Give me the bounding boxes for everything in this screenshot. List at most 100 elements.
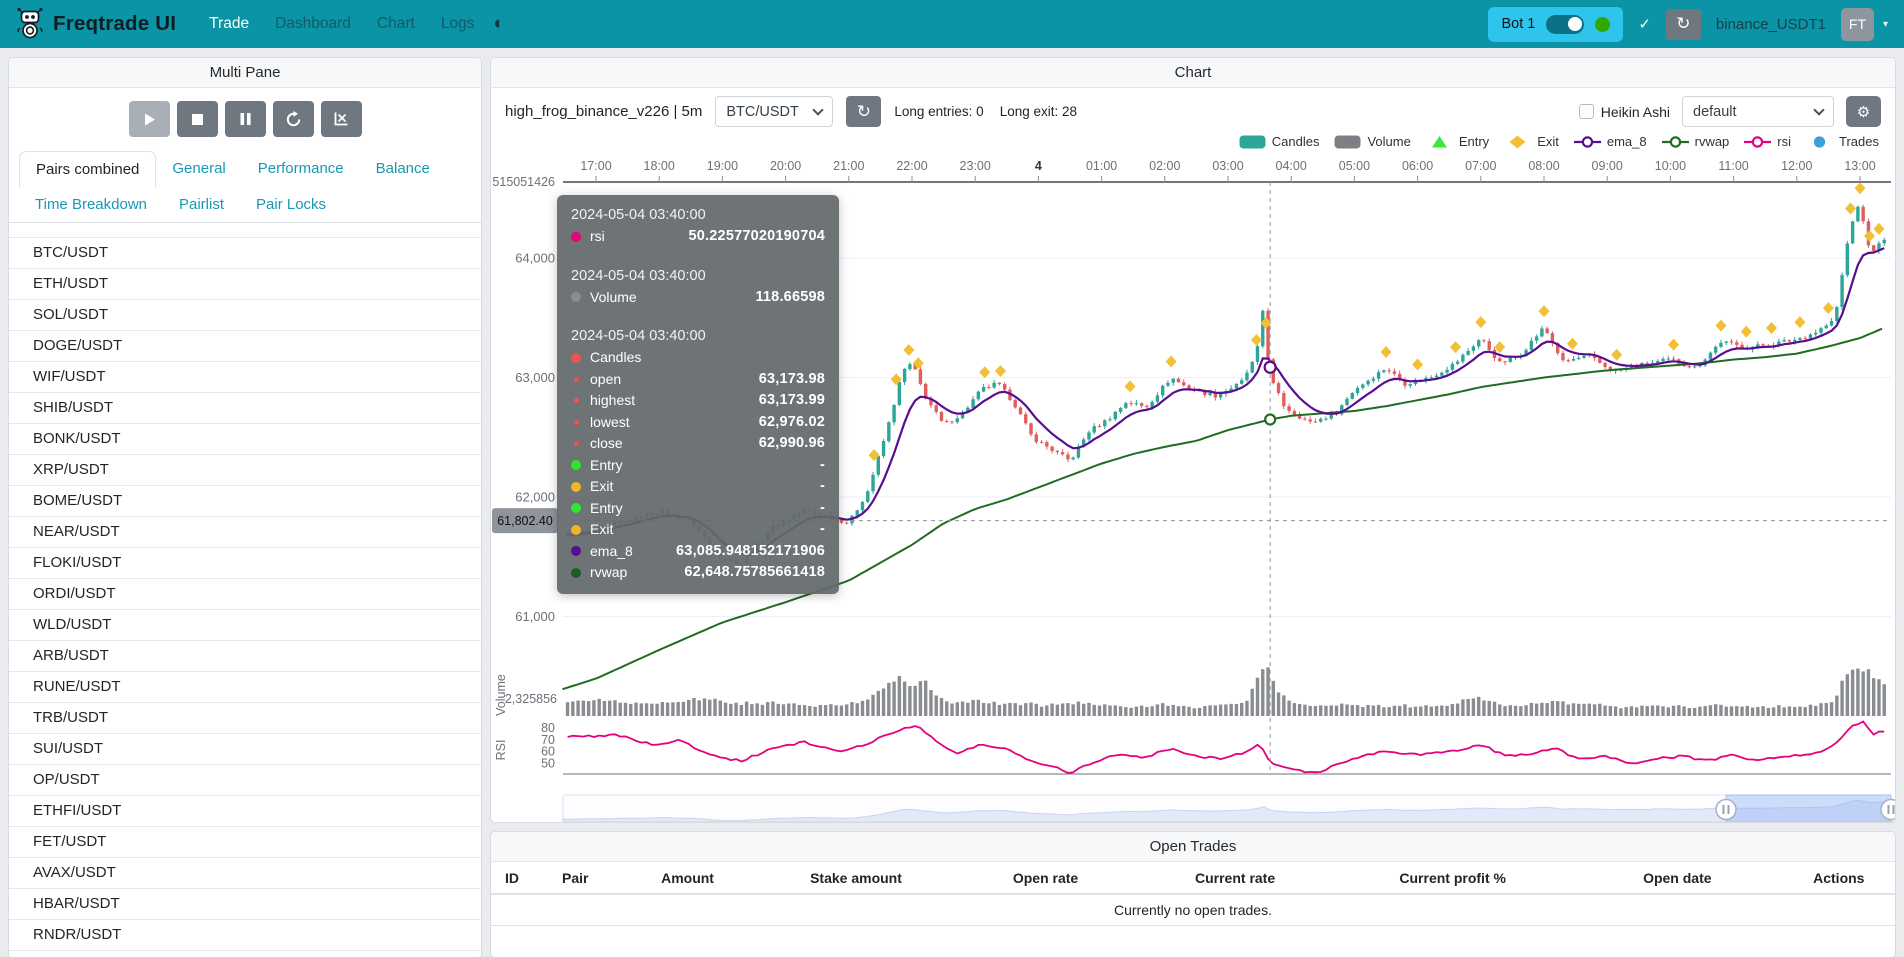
tooltip-series-label: open — [590, 370, 622, 387]
user-avatar[interactable]: FT — [1840, 7, 1874, 41]
legend-item-entry[interactable]: Entry — [1426, 134, 1489, 149]
stop-bot-button[interactable] — [176, 101, 218, 137]
pair-list-item[interactable]: HBAR/USDT — [9, 889, 481, 920]
nav-item-trade[interactable]: Trade — [209, 15, 250, 32]
exit-marker-diamond — [1794, 316, 1806, 329]
legend-item-rsi[interactable]: rsi — [1744, 134, 1791, 149]
open-series-dot-icon — [573, 376, 579, 382]
pair-list-item[interactable]: AVAX/USDT — [9, 858, 481, 889]
price-tick-label: 62,000 — [515, 490, 555, 505]
pair-list-item[interactable]: SUI/USDT — [9, 734, 481, 765]
tab-balance[interactable]: Balance — [375, 160, 430, 177]
pair-list: BTC/USDT ETH/USDT SOL/USDT DOGE/USDT WIF/USD… — [9, 237, 481, 957]
pair-list-item[interactable]: DOGE/USDT — [9, 331, 481, 362]
connected-check-icon: ✓ — [1638, 16, 1651, 33]
pair-list-item[interactable]: RNDR/USDT — [9, 920, 481, 951]
plot-config-select[interactable]: default — [1682, 96, 1834, 127]
exit-marker-diamond — [1260, 316, 1272, 329]
pair-list-item[interactable]: OP/USDT — [9, 765, 481, 796]
pair-list-item[interactable]: TRB/USDT — [9, 703, 481, 734]
legend-label: Exit — [1537, 134, 1559, 149]
rsi-tick-label: 80 — [541, 721, 555, 735]
pair-list-item[interactable]: FLOKI/USDT — [9, 548, 481, 579]
Exit-series-dot-icon — [571, 481, 581, 492]
chart-refresh-button[interactable]: ↻ — [846, 96, 882, 127]
theme-toggle-icon[interactable]: ◐ — [493, 13, 505, 34]
plot-settings-button[interactable]: ⚙ — [1846, 96, 1881, 127]
pair-list-item[interactable]: BTC/USDT — [9, 238, 481, 269]
pair-list-item[interactable]: BONK/USDT — [9, 424, 481, 455]
freqtrade-robot-logo-icon — [16, 6, 44, 42]
tooltip-series-label: lowest — [590, 413, 630, 430]
rsi-tick-label: 60 — [541, 745, 555, 759]
force-exit-chart-button[interactable] — [320, 101, 362, 137]
tab-pairlist[interactable]: Pairlist — [179, 196, 225, 213]
time-tick-label: 04:00 — [1276, 159, 1307, 173]
user-menu-caret-icon[interactable]: ▾ — [1882, 18, 1888, 30]
chart-area[interactable]: 64,000 63,000 62,000 61,000 515051426 17:00 18… — [491, 150, 1895, 823]
tooltip-series-value: 63,085.948152171906 — [676, 542, 825, 559]
pair-list-item[interactable]: SOL/USDT — [9, 300, 481, 331]
nav-item-chart[interactable]: Chart — [376, 15, 415, 32]
open-trades-table: ID Pair Amount Stake amount Open rate Current… — [491, 862, 1895, 926]
legend-item-ema_8[interactable]: ema_8 — [1573, 134, 1647, 149]
bot-enable-toggle[interactable] — [1546, 14, 1585, 34]
instance-name: binance_USDT1 — [1715, 15, 1826, 33]
pair-list-item[interactable]: ARB/USDT — [9, 641, 481, 672]
pair-list-item[interactable]: ORDI/USDT — [9, 579, 481, 610]
tooltip-row: open 63,173.98 — [571, 369, 825, 391]
pair-list-item[interactable]: ETHFI/USDT — [9, 796, 481, 827]
pair-list-item[interactable]: RUNE/USDT — [9, 672, 481, 703]
reload-config-button[interactable] — [272, 101, 314, 137]
pair-list-item[interactable]: FET/USDT — [9, 827, 481, 858]
nav-item-dashboard[interactable]: Dashboard — [275, 15, 351, 32]
axis-top-label: 515051426 — [492, 175, 555, 189]
legend-item-exit[interactable]: Exit — [1504, 134, 1559, 149]
pause-bot-button[interactable] — [224, 101, 266, 137]
tooltip-series-value: - — [819, 456, 825, 473]
pair-list-item[interactable]: AR/USDT — [9, 951, 481, 957]
pair-list-item[interactable]: SHIB/USDT — [9, 393, 481, 424]
pair-list-item[interactable]: WIF/USDT — [9, 362, 481, 393]
pair-select[interactable]: BTC/USDT — [715, 96, 834, 127]
legend-item-volume[interactable]: Volume — [1334, 134, 1411, 149]
tab-general[interactable]: General — [172, 160, 226, 177]
tab-performance[interactable]: Performance — [257, 160, 344, 177]
tab-pair-locks[interactable]: Pair Locks — [256, 196, 327, 213]
bot-selector[interactable]: Bot 1 — [1488, 6, 1624, 42]
tab-time-breakdown[interactable]: Time Breakdown — [35, 196, 147, 213]
close-series-dot-icon — [573, 441, 579, 447]
pair-list-item[interactable]: BOME/USDT — [9, 486, 481, 517]
highest-series-dot-icon — [573, 398, 579, 404]
chevron-down-icon — [1813, 103, 1825, 116]
pair-list-item[interactable]: XRP/USDT — [9, 455, 481, 486]
tooltip-series-value: - — [819, 521, 825, 537]
pair-list-item[interactable]: NEAR/USDT — [9, 517, 481, 548]
open-trades-panel: Open Trades ID Pair Amount Stake amount Open… — [490, 831, 1896, 957]
tooltip-timestamp: 2024-05-04 03:40:00 — [571, 207, 706, 223]
tooltip-row: close 62,990.96 — [571, 433, 825, 455]
brand[interactable]: Freqtrade UI — [16, 6, 176, 42]
legend-item-rvwap[interactable]: rvwap — [1661, 134, 1729, 149]
tooltip-timestamp: 2024-05-04 03:40:00 — [571, 267, 706, 284]
chart-legend: Candles Volume Entry Exit ema_8 rvwap rsi Trade… — [491, 129, 1895, 150]
datazoom-handle[interactable] — [1715, 798, 1737, 821]
global-reload-button[interactable]: ↻ — [1665, 8, 1701, 40]
pair-list-item[interactable]: WLD/USDT — [9, 610, 481, 641]
open-trades-title: Open Trades — [491, 832, 1895, 862]
legend-label: Candles — [1271, 134, 1320, 149]
stop-icon — [191, 113, 203, 125]
exit-marker-diamond — [1412, 358, 1424, 371]
nav-item-logs[interactable]: Logs — [440, 15, 475, 32]
price-axis-pointer-label: 61,802.40 — [497, 514, 553, 528]
pair-list-item[interactable]: ETH/USDT — [9, 269, 481, 300]
legend-item-candles[interactable]: Candles — [1239, 134, 1320, 149]
tooltip-series-value: 63,173.99 — [758, 392, 825, 408]
start-bot-button[interactable] — [128, 101, 170, 137]
heikin-ashi-checkbox[interactable] — [1578, 104, 1594, 119]
tooltip-series-value: 63,173.98 — [758, 370, 825, 387]
legend-item-trades[interactable]: Trades — [1806, 134, 1879, 149]
datazoom-selection[interactable] — [1725, 794, 1892, 823]
exit-marker-diamond — [912, 357, 924, 370]
tab-pairs-combined[interactable]: Pairs combined — [19, 151, 157, 188]
